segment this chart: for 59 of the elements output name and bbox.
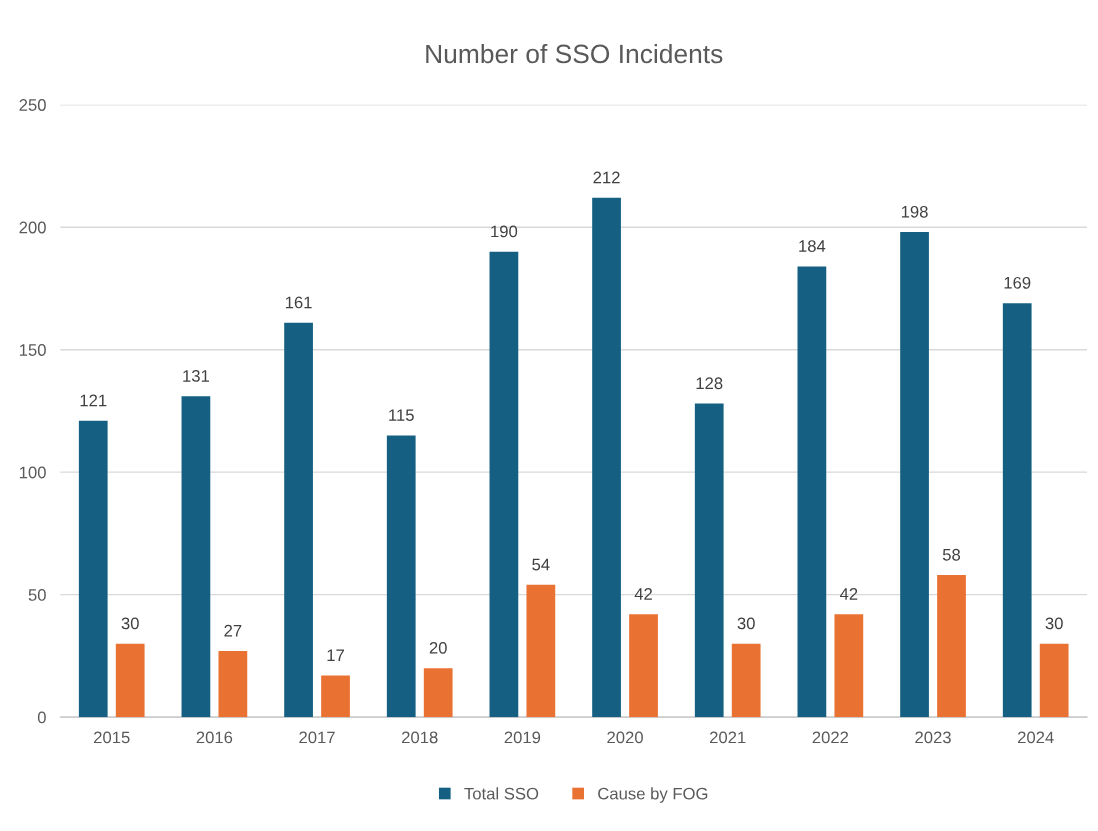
bar xyxy=(937,575,966,718)
chart-title: Number of SSO Incidents xyxy=(426,43,723,64)
x-tick-label: 2018 xyxy=(402,731,438,744)
y-tick-label: 0 xyxy=(37,711,46,724)
data-label: 184 xyxy=(799,240,826,252)
data-label: 27 xyxy=(224,624,242,637)
bar xyxy=(423,668,453,718)
y-tick-label: 200 xyxy=(19,221,46,234)
data-label: 58 xyxy=(942,548,961,561)
bar xyxy=(797,266,827,718)
y-tick-label: 250 xyxy=(19,99,46,111)
x-tick-label: 2022 xyxy=(812,731,849,744)
bar xyxy=(489,251,519,718)
x-tick-label: 2016 xyxy=(196,731,233,744)
bar xyxy=(731,643,761,718)
data-label: 30 xyxy=(1045,617,1063,630)
bar xyxy=(592,197,621,718)
legend-label: Cause by FOG xyxy=(598,787,708,803)
x-tick-label: 2024 xyxy=(1017,731,1054,744)
y-tick-label: 100 xyxy=(19,466,46,479)
y-tick-label: 50 xyxy=(28,589,46,601)
bar xyxy=(181,396,211,718)
bar xyxy=(694,403,724,718)
bar xyxy=(834,614,864,718)
data-label: 190 xyxy=(491,225,518,238)
data-label: 42 xyxy=(839,588,858,600)
legend-label: Total SSO xyxy=(464,787,539,800)
y-tick-label: 150 xyxy=(19,344,46,356)
x-tick-label: 2015 xyxy=(94,731,130,744)
bar xyxy=(1002,303,1032,718)
data-label: 161 xyxy=(285,296,312,309)
bar xyxy=(900,232,929,718)
bar xyxy=(284,322,313,718)
data-label: 131 xyxy=(183,370,209,382)
data-label: 20 xyxy=(429,641,447,654)
bar xyxy=(629,614,658,718)
bar xyxy=(78,420,108,718)
data-label: 198 xyxy=(901,205,928,218)
data-label: 30 xyxy=(121,617,139,630)
data-label: 30 xyxy=(737,617,755,630)
data-label: 54 xyxy=(532,558,550,571)
x-tick-label: 2020 xyxy=(607,731,643,744)
bar xyxy=(526,584,556,718)
bar xyxy=(386,435,416,718)
data-label: 121 xyxy=(80,394,107,407)
x-tick-label: 2019 xyxy=(504,731,541,744)
bar xyxy=(115,643,145,718)
x-tick-label: 2017 xyxy=(299,731,335,744)
data-label: 17 xyxy=(327,649,344,661)
data-label: 115 xyxy=(389,409,414,422)
data-label: 212 xyxy=(593,171,620,184)
bar xyxy=(1039,643,1069,718)
data-label: 42 xyxy=(634,588,652,600)
x-tick-label: 2023 xyxy=(915,731,951,744)
bar xyxy=(321,675,350,718)
data-label: 169 xyxy=(1004,276,1031,289)
data-label: 128 xyxy=(696,377,723,390)
bar xyxy=(218,651,248,718)
x-tick-label: 2021 xyxy=(710,731,746,744)
